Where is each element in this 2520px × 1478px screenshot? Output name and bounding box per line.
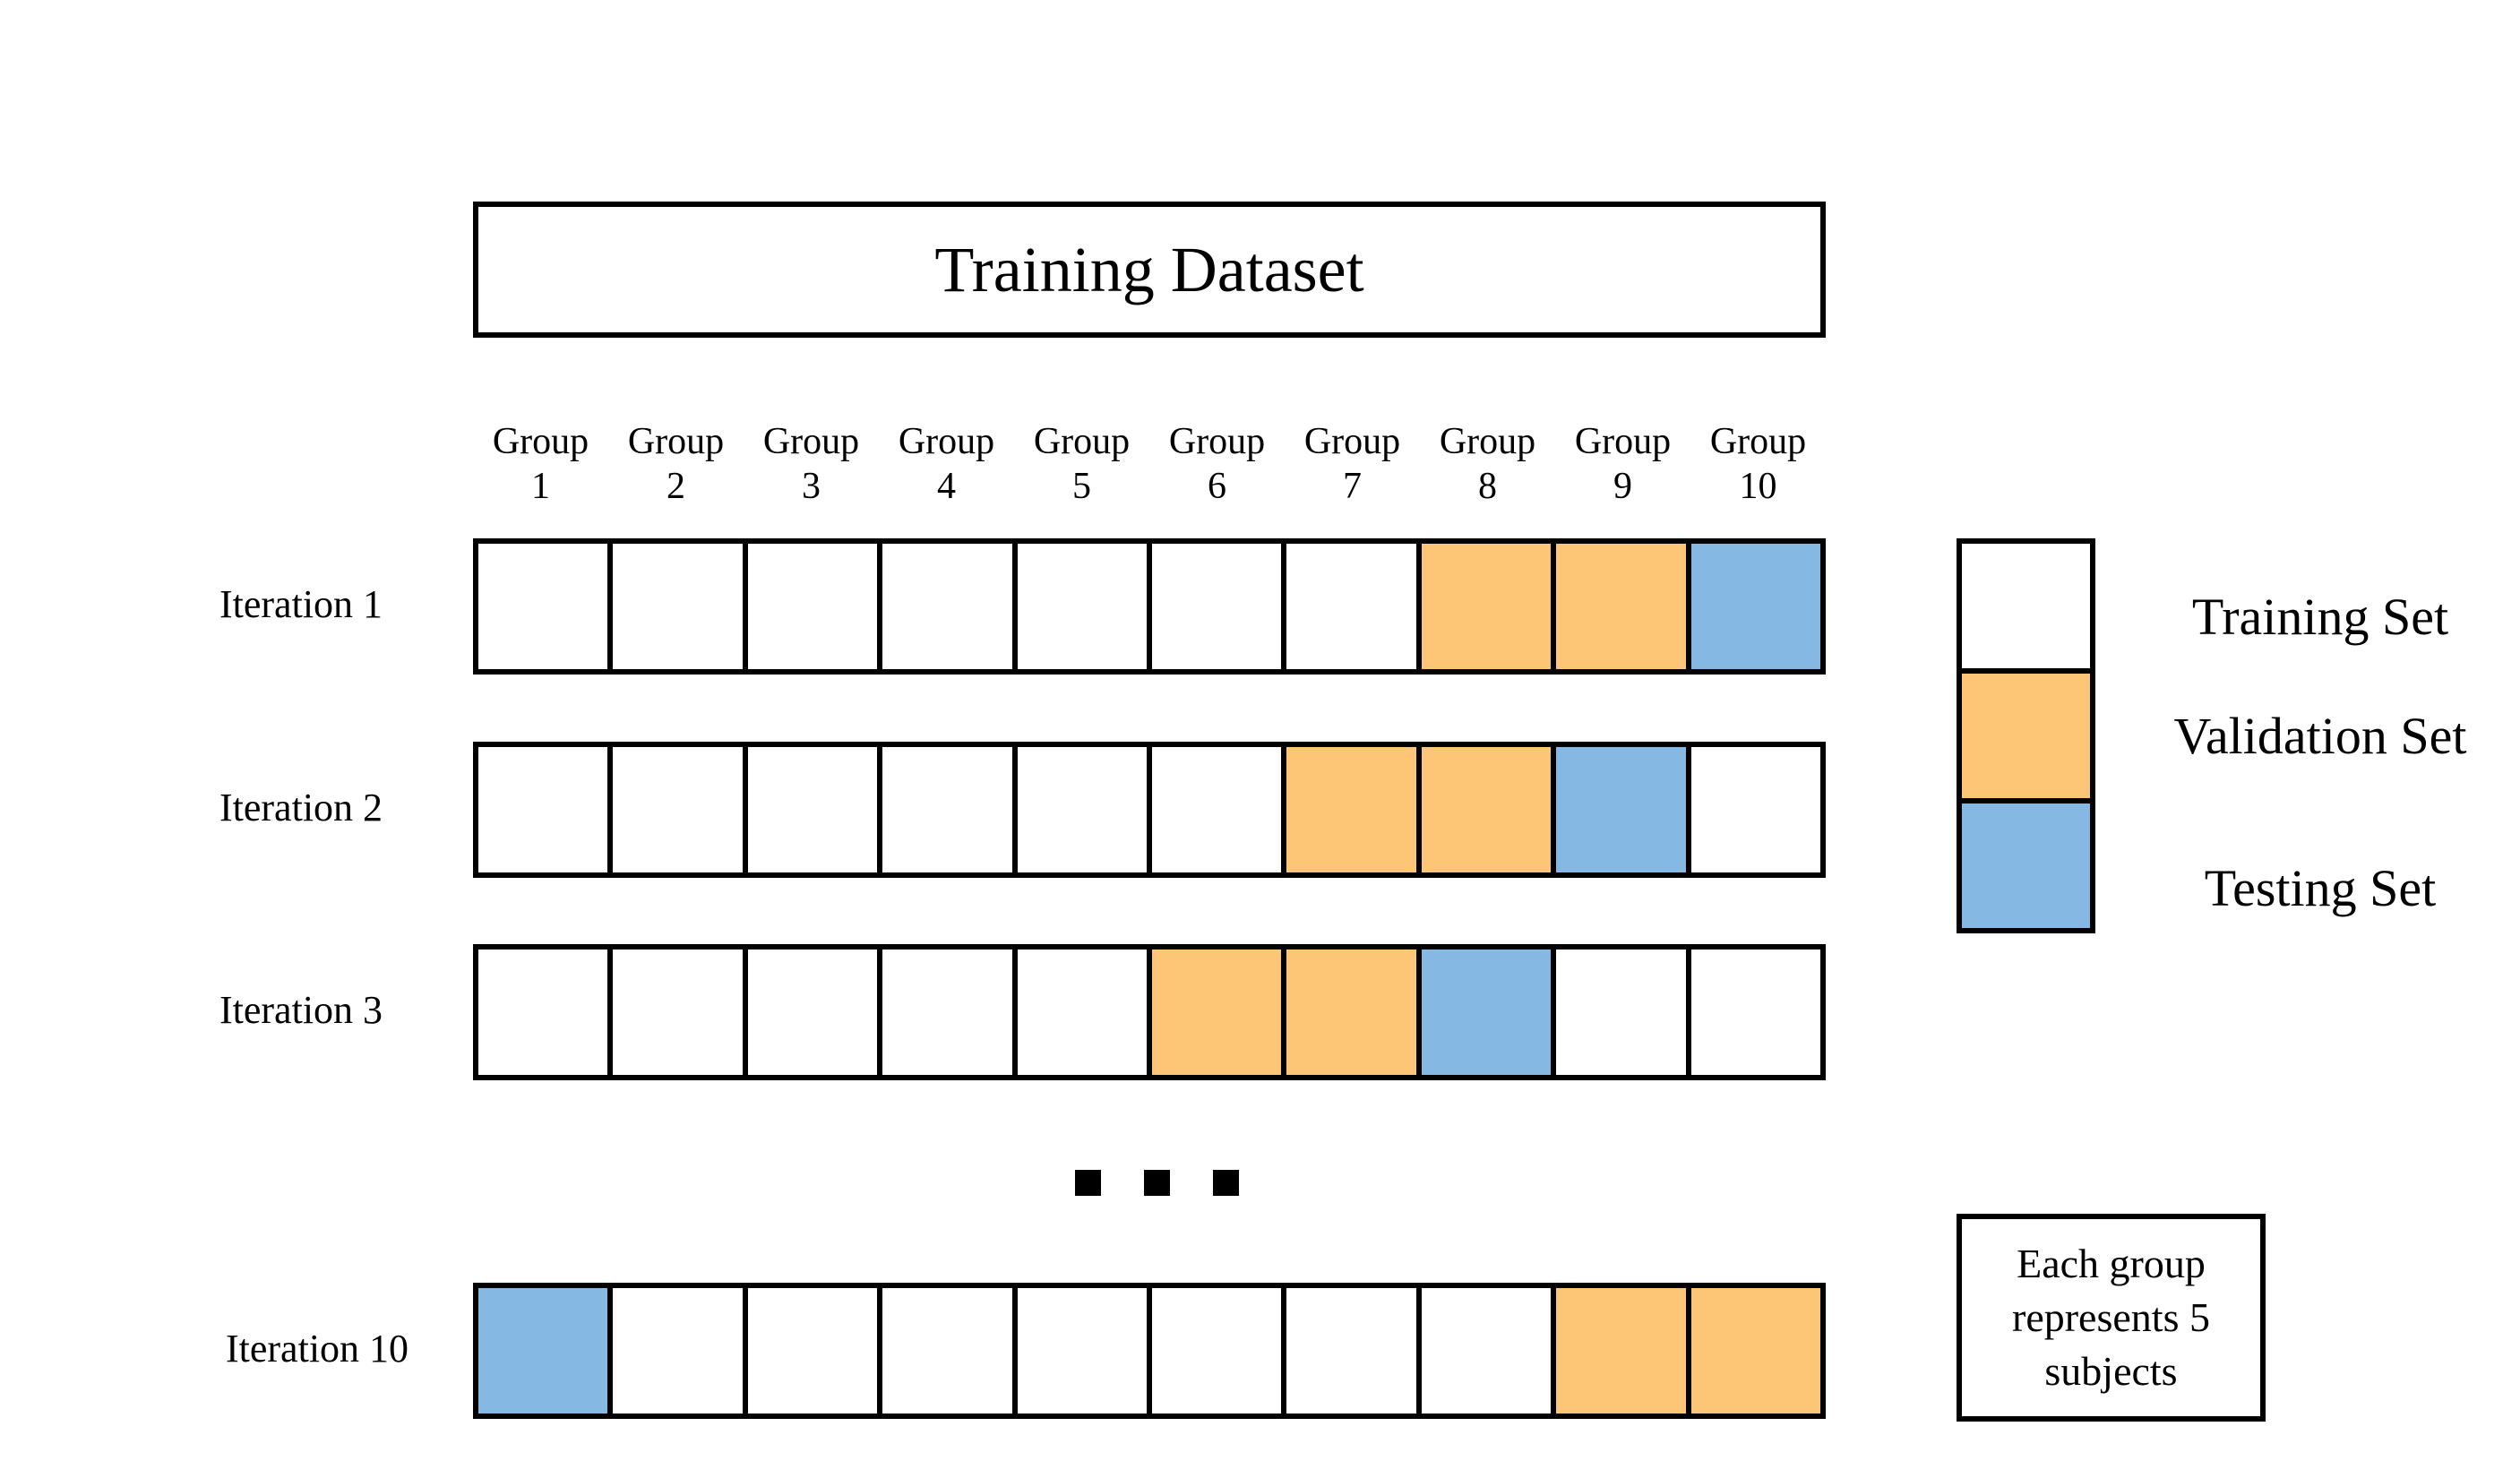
- group-cell-test: [1418, 947, 1554, 1078]
- ellipsis-dot: [1144, 1170, 1170, 1196]
- group-cell-val: [1284, 744, 1419, 875]
- group-cell-train: [610, 744, 745, 875]
- group-cell-train: [1014, 541, 1150, 672]
- iteration-row: [473, 538, 1826, 675]
- group-cell-val: [1553, 1285, 1689, 1416]
- diagram-title: Training Dataset: [934, 233, 1364, 305]
- group-label-6: Group 6: [1168, 421, 1266, 507]
- group-cell-train: [880, 744, 1015, 875]
- note-box: Each group represents 5 subjects: [1957, 1214, 2266, 1422]
- group-cell-val: [1553, 541, 1689, 672]
- group-cell-train: [1688, 947, 1824, 1078]
- legend-swatch-validation: [1957, 668, 2095, 803]
- group-cell-train: [1418, 1285, 1554, 1416]
- group-cell-train: [476, 541, 611, 672]
- legend-label-training: Training Set: [2191, 588, 2449, 646]
- group-cell-train: [1014, 947, 1150, 1078]
- group-label-3: Group 3: [762, 421, 860, 507]
- group-cell-train: [1149, 1285, 1285, 1416]
- group-cell-train: [610, 947, 745, 1078]
- group-cell-val: [1149, 947, 1285, 1078]
- group-cell-train: [1688, 744, 1824, 875]
- iteration-row: [473, 1283, 1826, 1419]
- legend: [1957, 538, 2095, 933]
- iteration-label: Iteration 1: [219, 582, 383, 626]
- iteration-label: Iteration 2: [219, 786, 383, 829]
- group-cell-val: [1284, 947, 1419, 1078]
- note-text: Each group represents 5 subjects: [2012, 1241, 2210, 1394]
- group-cell-train: [476, 947, 611, 1078]
- group-label-7: Group 7: [1303, 421, 1401, 507]
- group-cell-train: [1149, 541, 1285, 672]
- group-cell-train: [744, 947, 881, 1078]
- group-cell-train: [880, 541, 1015, 672]
- group-cell-train: [1014, 744, 1150, 875]
- iteration-row: [473, 944, 1826, 1080]
- title-box: Training Dataset: [473, 202, 1826, 338]
- group-label-5: Group 5: [1033, 421, 1131, 507]
- group-cell-train: [744, 744, 881, 875]
- group-label-9: Group 9: [1574, 421, 1672, 507]
- iteration-label: Iteration 3: [219, 988, 383, 1032]
- group-cell-val: [1688, 1285, 1824, 1416]
- group-cell-test: [476, 1285, 611, 1416]
- group-label-8: Group 8: [1439, 421, 1536, 507]
- group-cell-test: [1688, 541, 1824, 672]
- group-cell-train: [744, 541, 881, 672]
- group-cell-train: [1284, 1285, 1419, 1416]
- group-cell-train: [610, 1285, 745, 1416]
- group-cell-val: [1418, 744, 1554, 875]
- legend-label-testing: Testing Set: [2204, 859, 2437, 917]
- group-cell-train: [880, 1285, 1015, 1416]
- group-label-10: Group 10: [1709, 421, 1807, 507]
- group-cell-train: [476, 744, 611, 875]
- group-cell-train: [1149, 744, 1285, 875]
- group-label-2: Group 2: [627, 421, 725, 507]
- group-label-1: Group 1: [492, 421, 589, 507]
- group-cell-train: [1014, 1285, 1150, 1416]
- ellipsis-dot: [1213, 1170, 1239, 1196]
- legend-swatch-testing: [1957, 798, 2095, 933]
- group-label-4: Group 4: [898, 421, 995, 507]
- iteration-row: [473, 742, 1826, 878]
- ellipsis-dots: [1075, 1170, 1239, 1196]
- group-cell-train: [744, 1285, 881, 1416]
- ellipsis-dot: [1075, 1170, 1101, 1196]
- group-cell-train: [1284, 541, 1419, 672]
- group-cell-test: [1553, 744, 1689, 875]
- legend-label-validation: Validation Set: [2173, 707, 2467, 765]
- iteration-label: Iteration 10: [226, 1327, 409, 1371]
- group-cell-train: [880, 947, 1015, 1078]
- legend-swatch-training: [1957, 538, 2095, 674]
- group-cell-train: [610, 541, 745, 672]
- group-cell-val: [1418, 541, 1554, 672]
- group-cell-train: [1553, 947, 1689, 1078]
